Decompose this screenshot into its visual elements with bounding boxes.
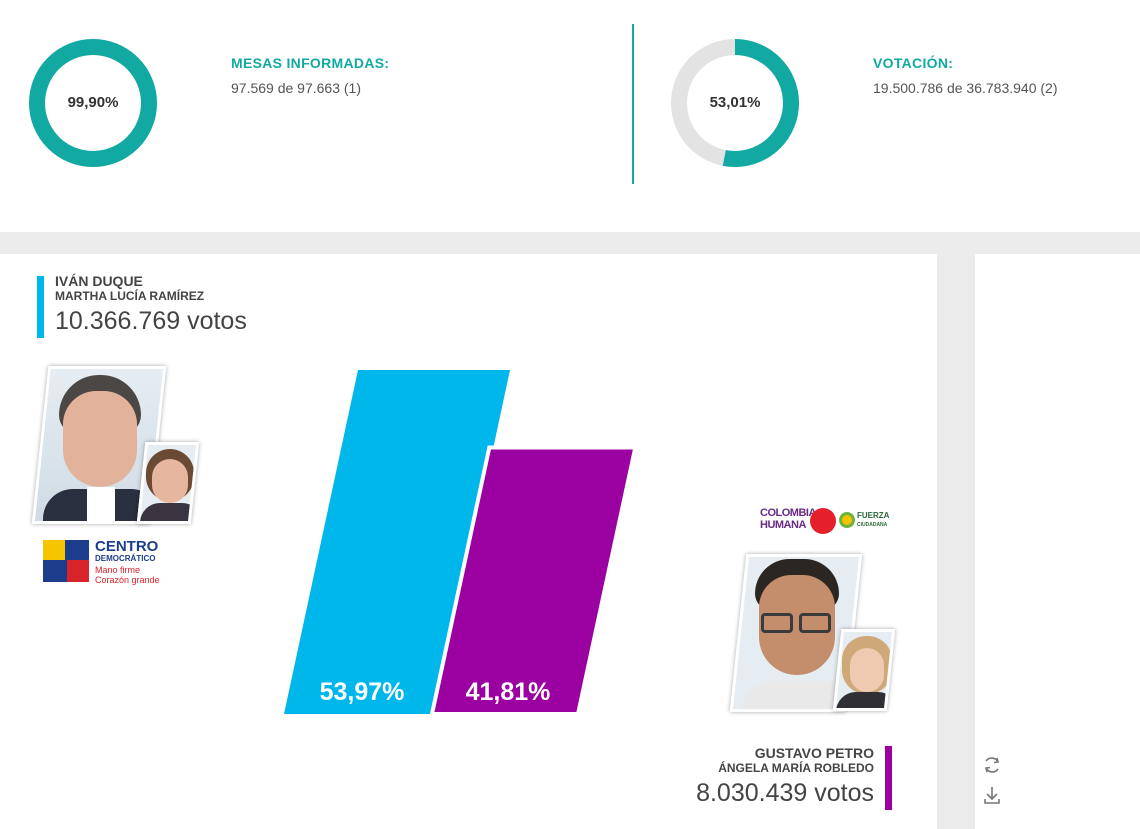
side-gutter [937,254,975,829]
candidate-votes: 8.030.439 votos [696,777,874,809]
petro-percent-label: 41,81% [466,678,551,706]
colombia-humana-logo: COLOMBIA HUMANA FUERZA CIUDADANA [760,506,890,536]
candidate-vice: ÁNGELA MARÍA ROBLEDO [696,761,874,775]
duque-percent-label: 53,97% [320,678,405,706]
candidate-name: GUSTAVO PETRO [696,746,874,761]
robledo-photo [833,629,896,711]
candidate-petro-label: GUSTAVO PETRO ÁNGELA MARÍA ROBLEDO 8.030… [696,746,892,809]
download-icon[interactable] [982,785,1002,805]
refresh-icon[interactable] [982,755,1002,775]
